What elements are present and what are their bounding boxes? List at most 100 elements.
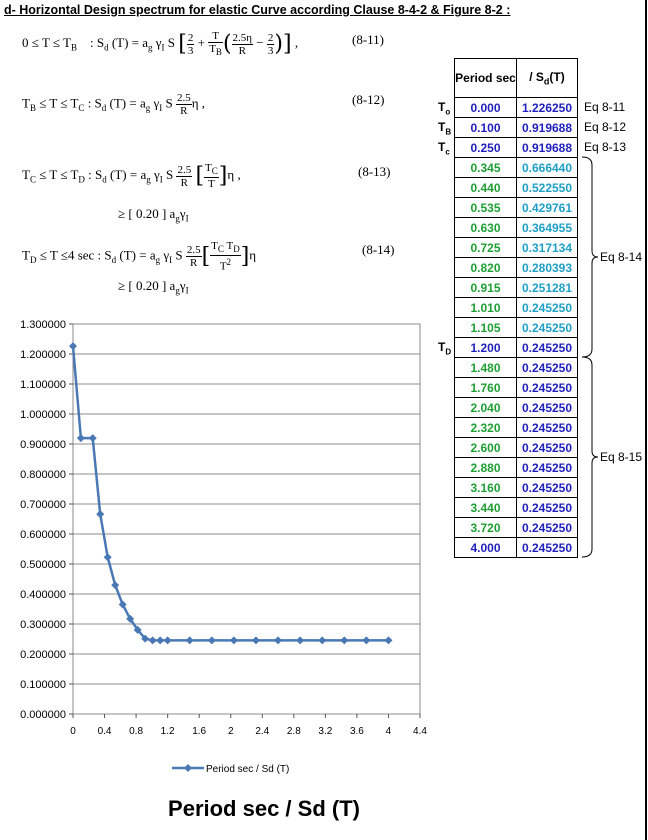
sd-cell: 0.429761	[516, 197, 578, 218]
legend-label: Period sec / Sd (T)	[206, 764, 289, 775]
data-point	[141, 634, 150, 643]
data-point	[133, 625, 142, 634]
sd-cell: 0.245250	[516, 337, 578, 358]
sd-cell: 0.317134	[516, 237, 578, 258]
lower-bound-1: ≥ [ 0.20 ] agγI	[118, 206, 189, 224]
response-spectrum-chart: 0.000000 0.100000 0.200000 0.300000 0.400000…	[20, 319, 427, 775]
period-cell: 1.200	[454, 337, 517, 358]
sd-cell: 0.666440	[516, 157, 578, 178]
table-row: 3.160 0.245250	[454, 477, 578, 498]
period-cell: 2.880	[454, 457, 517, 478]
data-point	[251, 636, 260, 645]
period-marker-label: Tc	[438, 140, 450, 157]
table-row: 0.535 0.429761	[454, 197, 578, 218]
x-tick-label: 0.8	[129, 726, 143, 737]
sd-cell: 0.364955	[516, 217, 578, 238]
equation-8-14: TD ≤ T ≤4 sec : Sd (T) = ag γI S 2.5 R[TC…	[22, 240, 395, 273]
x-tick-label: 3.6	[350, 726, 364, 737]
period-cell: 0.630	[454, 217, 517, 238]
data-point	[88, 434, 97, 443]
table-row: 0.630 0.364955	[454, 217, 578, 238]
table-row: 2.600 0.245250	[454, 437, 578, 458]
x-tick-label: 4	[386, 726, 392, 737]
sd-cell: 0.245250	[516, 437, 578, 458]
sd-cell: 0.280393	[516, 257, 578, 278]
sd-cell: 0.251281	[516, 277, 578, 298]
period-cell: 0.535	[454, 197, 517, 218]
period-cell: 0.100	[454, 117, 517, 138]
sd-cell: 0.245250	[516, 357, 578, 378]
data-point	[207, 636, 216, 645]
y-tick-label: 0.500000	[20, 559, 66, 571]
table-row: 1.480 0.245250	[454, 357, 578, 378]
table-row: 1.010 0.245250	[454, 297, 578, 318]
sd-cell: 0.245250	[516, 377, 578, 398]
sd-cell: 0.245250	[516, 457, 578, 478]
table-row: 0.820 0.280393	[454, 257, 578, 278]
period-cell: 4.000	[454, 537, 517, 558]
sd-cell: 0.245250	[516, 477, 578, 498]
sd-cell: 1.226250	[516, 97, 578, 118]
sd-cell: 0.245250	[516, 397, 578, 418]
period-cell: 3.160	[454, 477, 517, 498]
period-cell: 0.000	[454, 97, 517, 118]
sd-cell: 0.245250	[516, 537, 578, 558]
eq-number: (8-12)	[352, 92, 385, 107]
table-row: 0.250 0.919688	[454, 137, 578, 158]
x-tick-label: 3.2	[318, 726, 332, 737]
table-row: 1.760 0.245250	[454, 377, 578, 398]
data-point	[126, 614, 135, 623]
y-tick-label: 0.600000	[20, 529, 66, 541]
equation-8-11: 0 ≤ T ≤ TB : Sd (T) = ag γI S [2 3 + T TB(…	[22, 30, 385, 58]
table-row: 2.040 0.245250	[454, 397, 578, 418]
table-row: 3.720 0.245250	[454, 517, 578, 538]
table-row: 4.000 0.245250	[454, 537, 578, 558]
equation-8-13: TC ≤ T ≤ TD : Sd (T) = ag γI S 2.5 R [TC T…	[22, 162, 391, 191]
table-row: 0.345 0.666440	[454, 157, 578, 178]
y-tick-label: 0.000000	[20, 709, 66, 721]
data-point	[69, 342, 77, 351]
brace-label: Eq 8-15	[600, 450, 642, 464]
sd-cell: 0.245250	[516, 517, 578, 538]
data-point	[318, 636, 327, 645]
period-cell: 0.820	[454, 257, 517, 278]
table-row: 0.915 0.251281	[454, 277, 578, 298]
table-row: 3.440 0.245250	[454, 497, 578, 518]
bottom-title: Period sec / Sd (T)	[168, 796, 360, 821]
x-tick-label: 0.4	[98, 726, 112, 737]
x-tick-label: 2	[228, 726, 234, 737]
data-point	[384, 636, 393, 645]
sd-cell: 0.919688	[516, 137, 578, 158]
data-point	[148, 636, 157, 645]
period-marker-label: TB	[438, 120, 452, 137]
period-cell: 3.720	[454, 517, 517, 538]
period-cell: 1.760	[454, 377, 517, 398]
y-tick-label: 1.300000	[20, 319, 66, 331]
table-row: 1.200 0.245250	[454, 337, 578, 358]
data-point	[296, 636, 305, 645]
table-row: 1.105 0.245250	[454, 317, 578, 338]
period-cell: 0.345	[454, 157, 517, 178]
period-cell: 3.440	[454, 497, 517, 518]
period-cell: 0.725	[454, 237, 517, 258]
eq-range: 0 ≤ T ≤ T	[22, 35, 71, 51]
data-point	[185, 636, 194, 645]
period-cell: 2.600	[454, 437, 517, 458]
table-row: 0.000 1.226250	[454, 97, 578, 118]
data-point	[362, 636, 371, 645]
period-cell: 0.440	[454, 177, 517, 198]
data-point	[156, 636, 165, 645]
y-tick-label: 0.900000	[20, 439, 66, 451]
sd-cell: 0.245250	[516, 317, 578, 338]
sd-cell: 0.245250	[516, 497, 578, 518]
section-heading: d- Horizontal Design spectrum for elasti…	[4, 3, 510, 17]
x-tick-label: 1.2	[161, 726, 175, 737]
sd-cell: 0.245250	[516, 417, 578, 438]
eq-number: (8-11)	[352, 32, 385, 47]
sd-cell: 0.522550	[516, 177, 578, 198]
y-tick-label: 1.000000	[20, 409, 66, 421]
eq-number: (8-13)	[358, 164, 391, 179]
brace-shape	[581, 156, 599, 358]
brace-shape	[581, 356, 599, 558]
data-point	[163, 636, 172, 645]
